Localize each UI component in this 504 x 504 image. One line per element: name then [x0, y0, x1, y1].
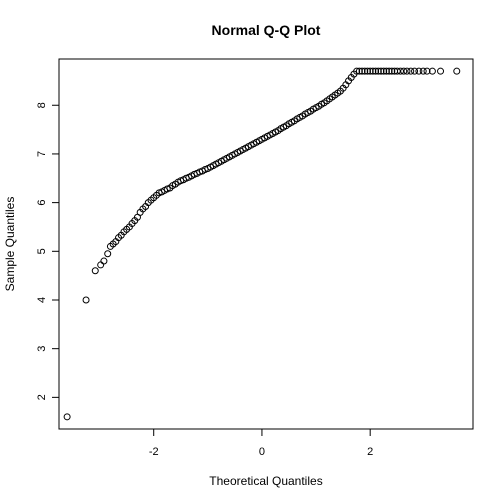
- data-point: [372, 67, 380, 75]
- data-point: [82, 296, 90, 304]
- data-point: [419, 67, 427, 75]
- data-point: [400, 67, 408, 75]
- y-tick-label: 7: [36, 151, 48, 157]
- x-tick-label: 0: [259, 446, 265, 458]
- data-point: [366, 67, 374, 75]
- data-point: [453, 67, 461, 75]
- y-tick-label: 8: [36, 102, 48, 108]
- data-point: [382, 67, 390, 75]
- data-point: [63, 413, 71, 421]
- plot-frame: [58, 58, 474, 430]
- data-point: [385, 67, 393, 75]
- y-tick-label: 2: [36, 394, 48, 400]
- x-axis-label: Theoretical Quantiles: [209, 474, 322, 488]
- data-point: [423, 67, 431, 75]
- y-axis-label: Sample Quantiles: [3, 197, 17, 292]
- data-point: [363, 67, 371, 75]
- data-point: [353, 67, 361, 75]
- data-point: [104, 250, 112, 258]
- data-point: [355, 67, 363, 75]
- data-point: [358, 67, 366, 75]
- data-point: [380, 67, 388, 75]
- data-point: [428, 67, 436, 75]
- data-point: [415, 67, 423, 75]
- data-point: [91, 267, 99, 275]
- x-axis: -2 0 2: [149, 428, 373, 458]
- data-point: [388, 67, 396, 75]
- data-point: [369, 67, 377, 75]
- data-point: [437, 67, 445, 75]
- data-point: [377, 67, 385, 75]
- data-point: [407, 67, 415, 75]
- data-point: [374, 67, 382, 75]
- y-tick-label: 6: [36, 200, 48, 206]
- x-tick-label: -2: [149, 446, 159, 458]
- data-point: [411, 67, 419, 75]
- data-point: [403, 67, 411, 75]
- data-points: [63, 67, 461, 421]
- data-point: [100, 257, 108, 265]
- y-tick-label: 4: [36, 297, 48, 303]
- y-axis: 2 3 4 5 6 7 8: [36, 102, 60, 400]
- x-tick-label: 2: [367, 446, 373, 458]
- chart-title: Normal Q-Q Plot: [212, 22, 321, 38]
- data-point: [361, 67, 369, 75]
- y-tick-label: 5: [36, 248, 48, 254]
- y-tick-label: 3: [36, 346, 48, 352]
- data-point: [97, 261, 105, 269]
